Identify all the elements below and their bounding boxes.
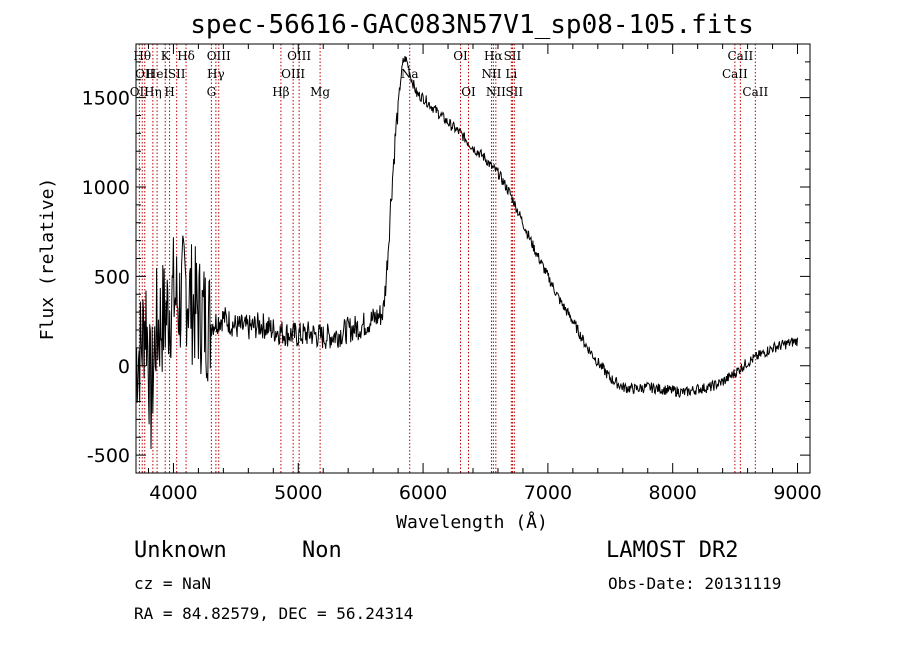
spectral-line-label: CaII — [742, 85, 768, 99]
spectral-line-label: H — [164, 85, 174, 99]
x-tick-label: 8000 — [649, 482, 697, 504]
spectral-line-labels: OIIHθOIIHηHeIKHSIIHδGHγOIIIHβOIIIOIIIMgN… — [130, 49, 769, 99]
x-tick-label: 7000 — [524, 482, 572, 504]
spectral-line-label: NII — [486, 85, 506, 99]
chart-title: spec-56616-GAC083N57V1_sp08-105.fits — [190, 10, 754, 40]
spectral-line-label: CaII — [727, 49, 753, 63]
spectral-line-label: Hα — [484, 49, 503, 63]
spectral-line-label: Li — [505, 67, 517, 81]
spectral-line-label: Hη — [144, 85, 162, 99]
y-tick-label: -500 — [87, 445, 130, 467]
x-tick-label: 4000 — [149, 482, 197, 504]
spectral-line-label: G — [207, 85, 217, 99]
axis-ticks: 4000 5000 6000 7000 8000 9000 -500 0 500 1000 1500 — [82, 43, 822, 504]
spectral-line-label: Hβ — [272, 85, 289, 99]
obs-date: Obs-Date: 20131119 — [608, 574, 782, 593]
spectral-line-label: CaII — [722, 67, 748, 81]
spectral-line-label: Hγ — [207, 67, 225, 81]
spectral-line-label: OII — [130, 85, 150, 99]
y-tick-label: 1500 — [82, 88, 130, 110]
spectral-line-markers — [138, 44, 756, 473]
x-axis-label: Wavelength (Å) — [396, 511, 548, 533]
spectral-line-label: OIII — [287, 49, 311, 63]
plot-frame — [135, 43, 811, 474]
spectral-line-label: Hδ — [177, 49, 195, 63]
y-tick-label: 1000 — [82, 177, 130, 199]
cz-value: cz = NaN — [134, 574, 212, 593]
spectral-line-label: Mg — [310, 85, 330, 99]
x-tick-label: 9000 — [773, 482, 821, 504]
spectral-line-label: OI — [453, 49, 468, 63]
spectral-line-label: SII — [504, 49, 522, 63]
x-tick-label: 6000 — [399, 482, 447, 504]
spectral-line-label: K — [161, 49, 171, 63]
spectral-line-label: OI — [461, 85, 476, 99]
spectral-line-label: HeI — [146, 67, 169, 81]
spectral-line-label: OII — [135, 67, 155, 81]
classification-label: Unknown — [134, 538, 227, 563]
spectral-line-label: SII — [168, 67, 186, 81]
y-axis-label: Flux (relative) — [37, 178, 58, 341]
spectral-line-label: Hθ — [133, 49, 151, 63]
ra-dec: RA = 84.82579, DEC = 56.24314 — [134, 604, 414, 623]
y-tick-label: 500 — [94, 266, 130, 288]
subclass-label: Non — [302, 538, 342, 563]
x-tick-label: 5000 — [274, 482, 322, 504]
spectral-line-label: OIII — [207, 49, 231, 63]
spectrum-line — [135, 56, 798, 450]
spectral-line-label: NII — [481, 67, 501, 81]
spectral-line-label: OIII — [281, 67, 305, 81]
survey-label: LAMOST DR2 — [606, 538, 739, 563]
y-tick-label: 0 — [118, 356, 130, 378]
spectral-line-label: SII — [505, 85, 523, 99]
